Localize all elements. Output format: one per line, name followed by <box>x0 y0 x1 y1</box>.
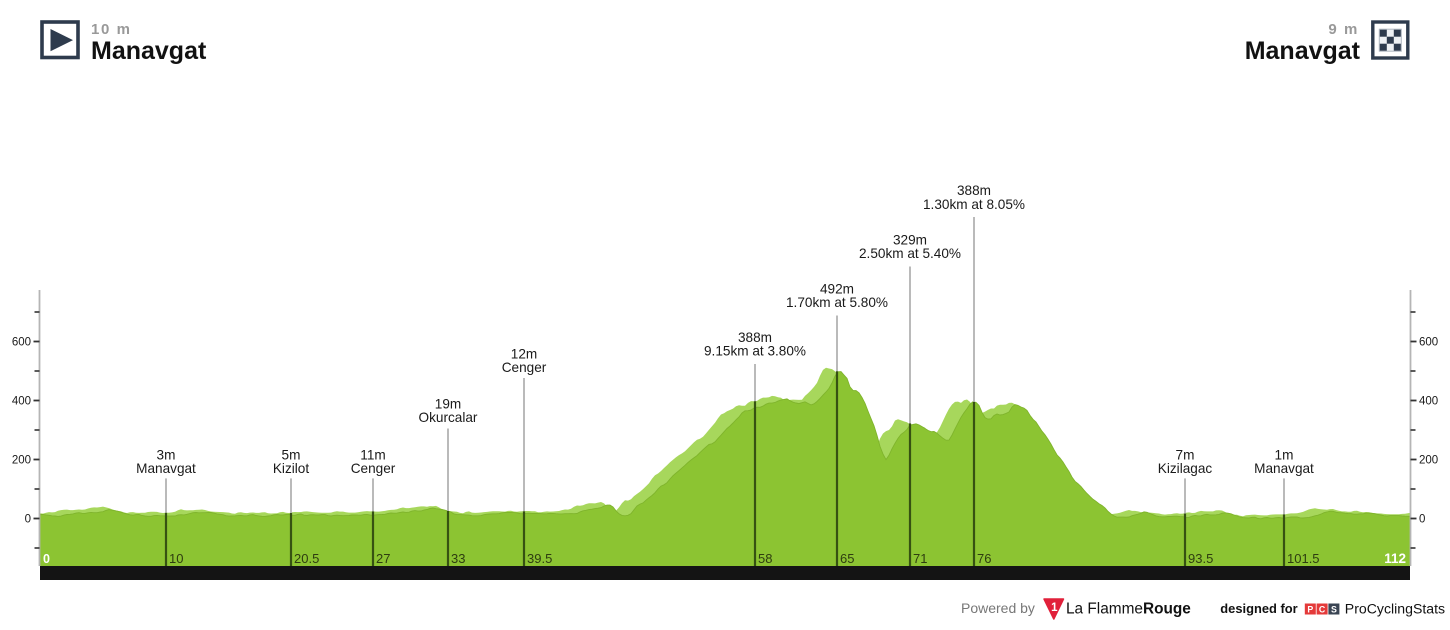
svg-text:329m: 329m <box>893 233 927 248</box>
svg-text:2.50km at 5.40%: 2.50km at 5.40% <box>859 246 961 261</box>
svg-text:200: 200 <box>12 455 31 467</box>
svg-text:76: 76 <box>977 551 991 566</box>
svg-text:0: 0 <box>25 514 31 526</box>
svg-text:Manavgat: Manavgat <box>136 461 196 476</box>
svg-text:388m: 388m <box>957 183 991 198</box>
svg-text:9.15km at 3.80%: 9.15km at 3.80% <box>704 344 806 359</box>
svg-text:12m: 12m <box>511 347 537 362</box>
svg-text:1.30km at 8.05%: 1.30km at 8.05% <box>923 197 1025 212</box>
svg-text:1.70km at 5.80%: 1.70km at 5.80% <box>786 295 888 310</box>
svg-text:S: S <box>1331 604 1337 614</box>
svg-text:Kizilot: Kizilot <box>273 461 309 476</box>
svg-text:Cenger: Cenger <box>351 461 396 476</box>
svg-text:Cenger: Cenger <box>502 360 547 375</box>
svg-text:1m: 1m <box>1275 448 1294 463</box>
svg-text:Manavgat: Manavgat <box>1245 37 1361 65</box>
svg-text:20.5: 20.5 <box>294 551 319 566</box>
svg-text:0: 0 <box>1419 514 1425 526</box>
svg-text:112: 112 <box>1384 551 1406 566</box>
svg-text:Manavgat: Manavgat <box>91 37 207 65</box>
svg-text:33: 33 <box>451 551 465 566</box>
svg-text:Manavgat: Manavgat <box>1254 461 1314 476</box>
svg-text:7m: 7m <box>1176 448 1195 463</box>
svg-text:11m: 11m <box>360 448 385 463</box>
svg-text:400: 400 <box>12 396 31 408</box>
svg-text:La FlammeRouge: La FlammeRouge <box>1066 601 1191 618</box>
svg-text:200: 200 <box>1419 455 1438 467</box>
svg-text:58: 58 <box>758 551 772 566</box>
svg-text:Okurcalar: Okurcalar <box>419 410 478 425</box>
svg-text:19m: 19m <box>435 397 461 412</box>
svg-text:39.5: 39.5 <box>527 551 552 566</box>
svg-text:3m: 3m <box>157 448 176 463</box>
svg-text:600: 600 <box>1419 337 1438 349</box>
svg-text:93.5: 93.5 <box>1188 551 1213 566</box>
svg-text:designed for: designed for <box>1220 601 1297 616</box>
svg-text:Kizilagac: Kizilagac <box>1158 461 1213 476</box>
svg-text:9 m: 9 m <box>1328 21 1359 38</box>
svg-text:27: 27 <box>376 551 390 566</box>
svg-text:400: 400 <box>1419 396 1438 408</box>
svg-text:Powered by: Powered by <box>961 600 1035 616</box>
svg-text:ProCyclingStats: ProCyclingStats <box>1345 601 1445 617</box>
svg-text:101.5: 101.5 <box>1287 551 1320 566</box>
svg-text:65: 65 <box>840 551 854 566</box>
svg-text:492m: 492m <box>820 281 854 296</box>
svg-text:0: 0 <box>43 552 50 566</box>
svg-text:P: P <box>1307 604 1313 614</box>
svg-text:5m: 5m <box>282 448 301 463</box>
svg-text:388m: 388m <box>738 330 772 345</box>
svg-text:C: C <box>1319 604 1326 614</box>
svg-text:10 m: 10 m <box>91 21 132 38</box>
svg-text:10: 10 <box>169 551 183 566</box>
svg-text:1: 1 <box>1051 602 1058 614</box>
svg-text:600: 600 <box>12 337 31 349</box>
svg-text:71: 71 <box>913 551 927 566</box>
